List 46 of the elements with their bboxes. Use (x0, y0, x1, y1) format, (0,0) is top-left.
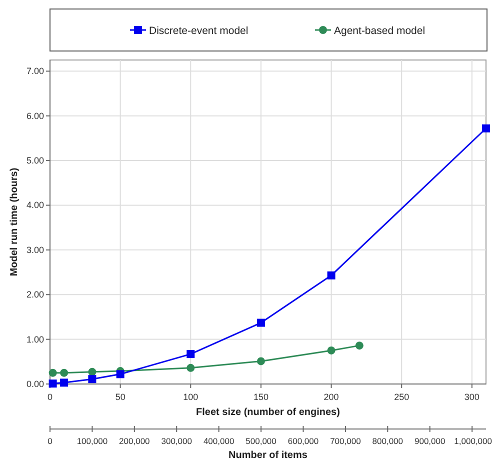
x2-axis-title: Number of items (228, 450, 308, 461)
point (48, 368, 57, 377)
y-tick-label: 2.00 (26, 290, 44, 300)
y-tick-label: 0.00 (26, 379, 44, 389)
y-tick-label: 7.00 (26, 66, 44, 76)
point (116, 370, 124, 378)
x-tick-label: 0 (47, 392, 53, 402)
y-tick-label: 3.00 (26, 244, 44, 255)
x2-tick-label: 500,000 (246, 436, 277, 446)
x-tick-label: 150 (253, 392, 268, 402)
x-tick-label: 200 (324, 392, 339, 402)
x2-tick-label: 200,000 (119, 436, 150, 446)
legend-label: Discrete-event model (149, 25, 248, 37)
x2-tick-label: 400,000 (203, 436, 234, 446)
x2-tick-label: 700,000 (330, 436, 362, 446)
point (355, 342, 364, 350)
x-tick-label: 50 (115, 392, 126, 402)
legend-label: Agent-based model (334, 25, 426, 37)
x-tick-label: 300 (464, 392, 480, 402)
x-axis-title: Fleet size (number of engines) (196, 407, 340, 418)
point (482, 124, 490, 132)
x-tick-label: 250 (394, 392, 410, 402)
x2-tick-label: 0 (48, 436, 53, 446)
point (327, 271, 336, 280)
point (60, 368, 68, 377)
x2-tick-label: 1,000,000 (454, 436, 492, 446)
x2-tick-label: 100,000 (76, 436, 108, 446)
x-tick-label: 100 (183, 392, 198, 402)
point (186, 350, 195, 358)
x2-tick-label: 300,000 (161, 436, 192, 446)
point (48, 380, 57, 388)
point (88, 368, 96, 376)
y-tick-label: 5.00 (26, 156, 44, 166)
y-tick-label: 6.00 (26, 110, 44, 121)
point (327, 346, 336, 354)
x2-tick-label: 800,000 (372, 436, 404, 446)
point (256, 357, 265, 366)
point (256, 318, 265, 327)
y-tick-label: 1.00 (26, 334, 44, 344)
x2-tick-label: 900,000 (414, 436, 446, 446)
point (88, 375, 96, 384)
point (186, 364, 195, 372)
y-axis-title: Model run time (hours) (9, 168, 20, 276)
y-tick-label: 4.00 (26, 200, 44, 210)
x2-tick-label: 600,000 (288, 436, 319, 446)
point (60, 378, 68, 387)
